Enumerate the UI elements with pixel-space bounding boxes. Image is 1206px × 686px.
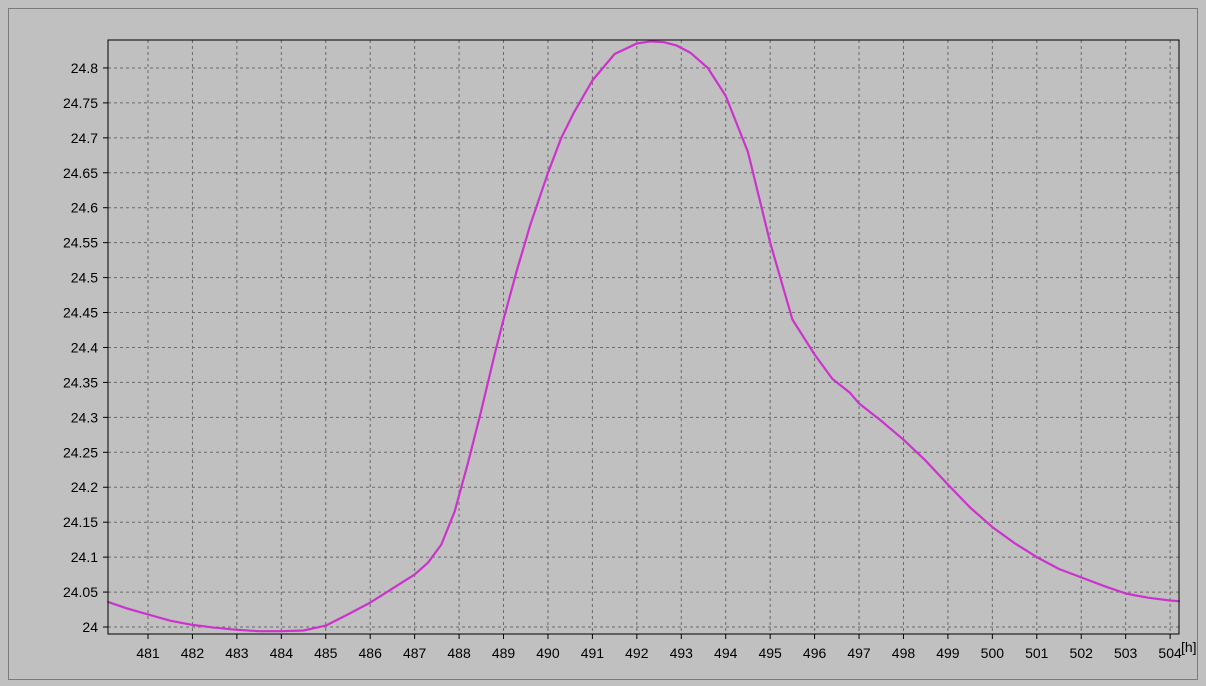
- axis-ticks: 481 482 483 484 485 486 487 488 489 490 491 492 493 4…: [63, 60, 1182, 661]
- y-tick-label: 24.15: [63, 514, 98, 530]
- y-tick-label: 24.75: [63, 95, 98, 111]
- y-tick-label: 24.55: [63, 235, 98, 251]
- x-tick-label: 481: [136, 645, 160, 661]
- x-tick-label: 500: [981, 645, 1005, 661]
- x-tick-label: 487: [403, 645, 427, 661]
- x-tick-label: 503: [1114, 645, 1138, 661]
- x-tick-label: 501: [1025, 645, 1049, 661]
- x-tick-label: 492: [625, 645, 649, 661]
- grid-lines: [108, 40, 1179, 634]
- y-tick-label: 24.1: [71, 549, 98, 565]
- x-tick-label: 482: [181, 645, 205, 661]
- y-tick-label: 24.45: [63, 305, 98, 321]
- x-tick-label: 504: [1158, 645, 1182, 661]
- x-tick-label: 498: [892, 645, 916, 661]
- x-tick-label: 486: [359, 645, 383, 661]
- y-tick-label: 24.3: [71, 409, 98, 425]
- x-tick-label: 494: [714, 645, 738, 661]
- y-tick-label: 24.8: [71, 60, 98, 76]
- x-unit-label: [h]: [1181, 639, 1197, 655]
- x-tick-label: 495: [758, 645, 782, 661]
- x-tick-label: 484: [270, 645, 294, 661]
- y-tick-label: 24.25: [63, 444, 98, 460]
- plot-area: [107, 39, 1180, 635]
- y-tick-label: 24.05: [63, 584, 98, 600]
- x-tick-label: 491: [581, 645, 605, 661]
- y-tick-label: 24.65: [63, 165, 98, 181]
- y-tick-label: 24.7: [71, 130, 98, 146]
- series-line: [106, 40, 1181, 633]
- x-tick-label: 496: [803, 645, 827, 661]
- y-tick-label: 24: [82, 619, 98, 635]
- x-tick-label: 483: [225, 645, 249, 661]
- x-tick-label: 497: [847, 645, 871, 661]
- y-tick-label: 24.6: [71, 200, 98, 216]
- plot-border: [107, 39, 1180, 635]
- y-tick-label: 24.2: [71, 479, 98, 495]
- chart-frame: 481 482 483 484 485 486 487 488 489 490 491 492 493 4…: [8, 8, 1198, 680]
- x-tick-label: 493: [670, 645, 694, 661]
- line-chart: 481 482 483 484 485 486 487 488 489 490 491 492 493 4…: [63, 39, 1197, 661]
- y-tick-label: 24.5: [71, 270, 98, 286]
- y-tick-label: 24.4: [71, 339, 98, 355]
- series-group: [106, 40, 1181, 633]
- x-tick-label: 502: [1070, 645, 1094, 661]
- x-tick-label: 499: [936, 645, 960, 661]
- x-tick-label: 490: [536, 645, 560, 661]
- x-tick-label: 489: [492, 645, 516, 661]
- y-tick-label: 24.35: [63, 374, 98, 390]
- x-tick-label: 488: [447, 645, 471, 661]
- x-tick-label: 485: [314, 645, 338, 661]
